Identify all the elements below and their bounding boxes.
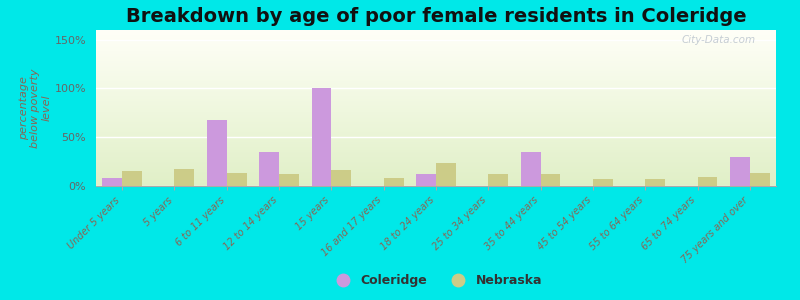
Bar [730,157,750,186]
Bar [646,179,665,186]
Bar [122,171,142,186]
Bar [174,169,194,186]
Bar [279,174,299,186]
Bar [207,120,226,186]
Bar [259,152,279,186]
Bar [521,152,541,186]
Y-axis label: percentage
below poverty
level: percentage below poverty level [18,68,52,148]
Legend: Coleridge, Nebraska: Coleridge, Nebraska [325,269,547,292]
Bar [750,173,770,186]
Bar [331,170,351,186]
Bar [384,178,403,186]
Bar [102,178,122,186]
Bar [226,173,246,186]
Bar [593,179,613,186]
Title: Breakdown by age of poor female residents in Coleridge: Breakdown by age of poor female resident… [126,7,746,26]
Bar [436,163,456,186]
Bar [311,88,331,186]
Bar [488,174,508,186]
Bar [698,177,718,186]
Text: City-Data.com: City-Data.com [682,35,755,45]
Bar [416,174,436,186]
Bar [541,174,561,186]
